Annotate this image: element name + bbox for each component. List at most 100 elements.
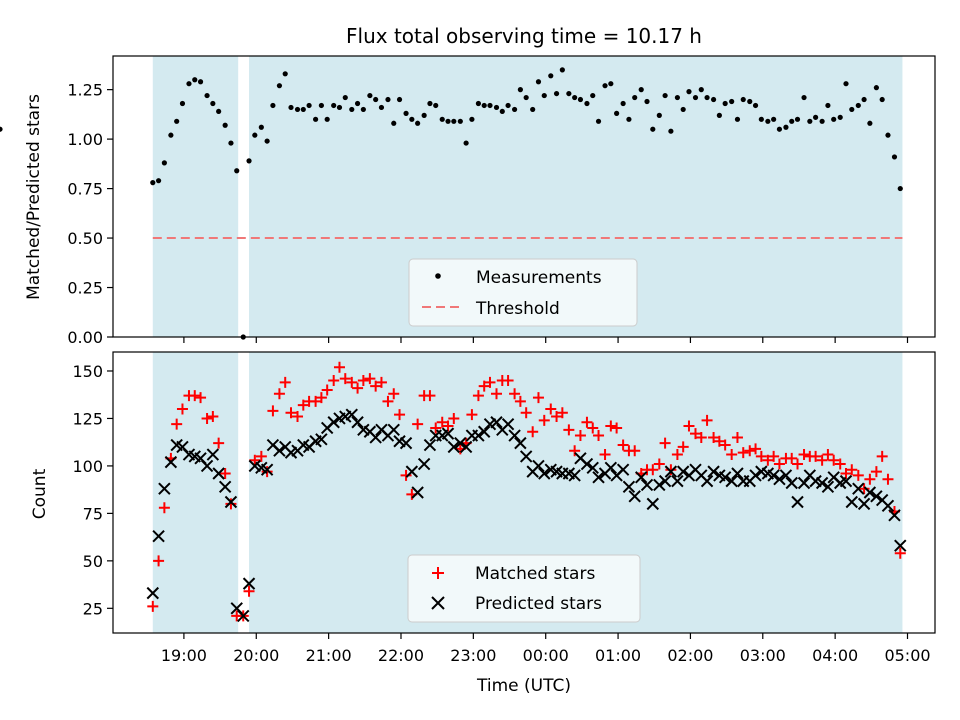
measurement-point	[861, 96, 867, 103]
predicted-star-point	[260, 463, 274, 476]
predicted-star-point	[592, 471, 605, 484]
predicted-star-point	[164, 455, 178, 469]
measurement-point	[421, 112, 427, 118]
matched-star-point	[207, 411, 219, 423]
matched-star-point	[527, 426, 539, 438]
matched-star-point	[502, 374, 514, 386]
measurement-point	[523, 94, 529, 101]
measurement-point	[150, 180, 156, 186]
measurement-point	[451, 118, 457, 124]
matched-star-point	[219, 468, 231, 480]
predicted-star-point	[797, 476, 811, 490]
measurement-point	[155, 178, 162, 184]
measurement-point	[867, 120, 873, 126]
predicted-star-point	[514, 436, 527, 450]
matched-star-point	[574, 430, 586, 442]
matched-star-point	[213, 437, 225, 449]
measurement-point	[855, 102, 861, 109]
measurement-point	[511, 106, 518, 113]
predicted-star-point	[315, 433, 328, 446]
measurement-point	[445, 118, 451, 124]
predicted-star-point	[604, 461, 618, 475]
measurement-point	[758, 116, 764, 122]
predicted-star-point	[146, 586, 160, 600]
predicted-star-point	[351, 416, 364, 429]
matched-star-point	[321, 384, 333, 396]
matched-star-point	[864, 473, 876, 485]
predicted-star-point	[671, 474, 684, 488]
matched-star-point	[491, 388, 503, 400]
legend-measurements-label: Measurements	[476, 268, 602, 288]
predicted-star-point	[477, 425, 491, 438]
predicted-star-point	[200, 459, 214, 473]
matched-star-point	[255, 450, 267, 462]
matched-star-point	[744, 445, 756, 457]
measurement-point	[595, 118, 602, 124]
legend-matched-marker	[432, 567, 444, 579]
measurement-point	[566, 90, 572, 97]
matched-stars-points	[147, 362, 906, 622]
legend-matched-label: Matched stars	[475, 564, 595, 584]
measurement-point	[644, 98, 650, 105]
x-axis-label: Time (UTC)	[476, 676, 571, 696]
bottom-panel: 25 50 75 100 125 150 19:00 20:00 21:00 22:00 23:0…	[30, 352, 936, 696]
predicted-star-point	[586, 461, 599, 475]
predicted-star-point	[888, 509, 901, 522]
measurement-point	[216, 108, 222, 115]
top-y-axis-label: Matched/Predicted stars	[24, 94, 44, 300]
matched-star-point	[400, 469, 412, 481]
x-tick-label: 22:00	[378, 646, 424, 665]
predicted-star-point	[273, 444, 286, 457]
measurement-point	[794, 116, 801, 122]
predicted-star-point	[815, 476, 829, 490]
measurement-point	[897, 185, 903, 192]
matched-star-point	[786, 452, 798, 464]
measurement-point	[288, 104, 294, 111]
matched-star-point	[840, 468, 852, 480]
matched-star-point	[328, 374, 340, 386]
measurement-point	[415, 120, 421, 126]
top-y-tick-label: 0.00	[67, 328, 103, 347]
matched-star-point	[852, 469, 864, 481]
predicted-star-point	[894, 539, 907, 552]
measurement-point	[819, 118, 825, 124]
predicted-star-point	[501, 417, 515, 431]
matched-star-point	[611, 422, 623, 434]
matched-star-point	[357, 374, 369, 386]
measurement-point	[656, 112, 662, 118]
matched-star-point	[556, 407, 568, 419]
predicted-star-point	[206, 448, 220, 461]
measurement-point	[632, 94, 638, 101]
measurement-point	[837, 114, 843, 120]
predicted-star-point	[791, 495, 804, 509]
measurement-point	[734, 116, 741, 122]
measurement-point	[716, 112, 722, 118]
matched-star-point	[713, 435, 725, 447]
measurement-point	[457, 118, 463, 124]
legend-predicted-label: Predicted stars	[475, 594, 602, 614]
matched-star-point	[792, 458, 804, 470]
predicted-star-point	[345, 408, 358, 421]
x-tick-label: 04:00	[812, 646, 858, 665]
matched-star-point	[176, 403, 188, 415]
measurement-point	[776, 126, 783, 132]
predicted-star-point	[369, 431, 382, 444]
predicted-star-point	[731, 467, 744, 480]
measurement-point	[204, 92, 210, 99]
matched-star-point	[315, 392, 327, 404]
x-tick-label: 20:00	[233, 646, 279, 665]
predicted-star-point	[676, 465, 690, 478]
predicted-star-point	[628, 490, 641, 503]
matched-star-point	[629, 445, 641, 457]
bottom-y-tick-label: 125	[72, 409, 103, 428]
predicted-star-point	[653, 478, 666, 492]
measurement-point	[210, 100, 216, 107]
matched-star-point	[382, 395, 394, 407]
measurement-point	[807, 118, 813, 124]
measurement-point	[168, 132, 174, 138]
top-legend: Measurements Threshold	[408, 258, 638, 327]
matched-star-point	[545, 403, 557, 415]
measurement-point	[373, 96, 379, 103]
x-tick-label: 05:00	[884, 646, 930, 665]
top-shaded-interval-0	[152, 56, 239, 337]
